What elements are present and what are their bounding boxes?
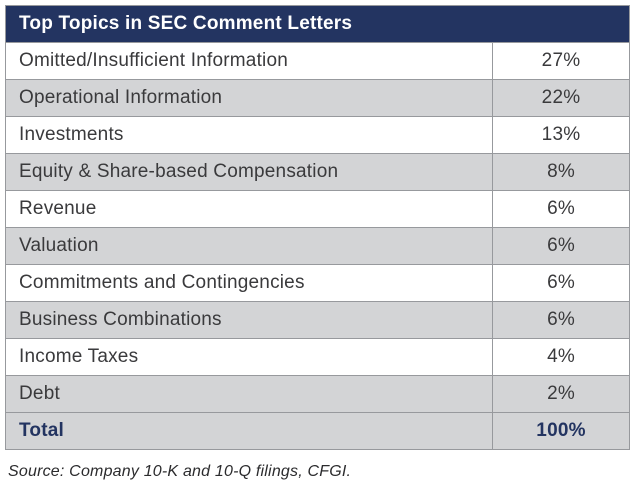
value-cell: 4% (492, 339, 629, 375)
topic-cell: Income Taxes (19, 346, 139, 367)
topic-cell: Omitted/Insufficient Information (19, 50, 289, 71)
table-row: Revenue 6% (6, 190, 629, 227)
topic-cell: Debt (19, 383, 60, 404)
table-row: Omitted/Insufficient Information 27% (6, 42, 629, 79)
topic-cell: Investments (19, 124, 124, 145)
table-row: Business Combinations 6% (6, 301, 629, 338)
value-cell: 13% (492, 117, 629, 153)
topic-cell: Operational Information (19, 87, 223, 108)
value-cell: 8% (492, 154, 629, 190)
table-row: Operational Information 22% (6, 79, 629, 116)
topic-cell: Valuation (19, 235, 99, 256)
table-title: Top Topics in SEC Comment Letters (19, 13, 353, 34)
table-total-row: Total 100% (6, 412, 629, 449)
value-cell: 27% (492, 43, 629, 79)
total-value-cell: 100% (492, 413, 629, 449)
table-row: Debt 2% (6, 375, 629, 412)
table-row: Commitments and Contingencies 6% (6, 264, 629, 301)
total-label-cell: Total (19, 420, 64, 441)
value-cell: 2% (492, 376, 629, 412)
table-row: Investments 13% (6, 116, 629, 153)
value-cell: 6% (492, 302, 629, 338)
value-cell: 6% (492, 265, 629, 301)
table-row: Income Taxes 4% (6, 338, 629, 375)
table-row: Equity & Share-based Compensation 8% (6, 153, 629, 190)
topic-cell: Commitments and Contingencies (19, 272, 305, 293)
topic-cell: Equity & Share-based Compensation (19, 161, 339, 182)
source-note: Source: Company 10-K and 10-Q filings, C… (8, 463, 352, 480)
table-row: Valuation 6% (6, 227, 629, 264)
sec-topics-table: Top Topics in SEC Comment Letters Omitte… (5, 5, 630, 450)
value-cell: 6% (492, 228, 629, 264)
topic-cell: Revenue (19, 198, 97, 219)
value-cell: 22% (492, 80, 629, 116)
value-cell: 6% (492, 191, 629, 227)
topic-cell: Business Combinations (19, 309, 222, 330)
table-title-bar: Top Topics in SEC Comment Letters (6, 6, 629, 42)
